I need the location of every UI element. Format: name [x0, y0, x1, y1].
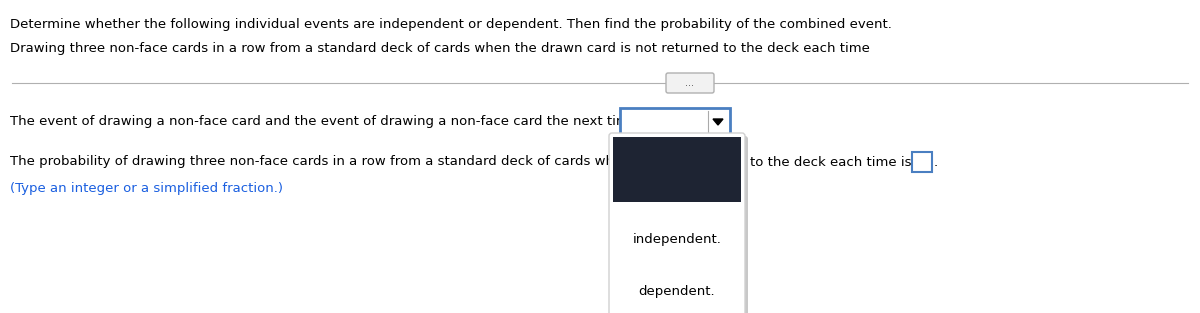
- FancyBboxPatch shape: [612, 136, 748, 313]
- FancyBboxPatch shape: [666, 73, 714, 93]
- FancyBboxPatch shape: [912, 152, 932, 172]
- Text: to the deck each time is: to the deck each time is: [750, 156, 912, 168]
- Text: Drawing three non-face cards in a row from a standard deck of cards when the dra: Drawing three non-face cards in a row fr…: [10, 42, 870, 55]
- FancyBboxPatch shape: [610, 133, 745, 313]
- FancyBboxPatch shape: [613, 137, 742, 202]
- Text: (Type an integer or a simplified fraction.): (Type an integer or a simplified fractio…: [10, 182, 283, 195]
- Polygon shape: [713, 119, 722, 125]
- Text: Determine whether the following individual events are independent or dependent. : Determine whether the following individu…: [10, 18, 892, 31]
- Text: The event of drawing a non-face card and the event of drawing a non-face card th: The event of drawing a non-face card and…: [10, 115, 662, 129]
- Text: ...: ...: [685, 78, 695, 88]
- Text: independent.: independent.: [632, 233, 721, 245]
- FancyBboxPatch shape: [620, 108, 730, 136]
- Text: The probability of drawing three non-face cards in a row from a standard deck of: The probability of drawing three non-fac…: [10, 156, 670, 168]
- Text: .: .: [934, 156, 938, 168]
- Text: dependent.: dependent.: [638, 285, 715, 297]
